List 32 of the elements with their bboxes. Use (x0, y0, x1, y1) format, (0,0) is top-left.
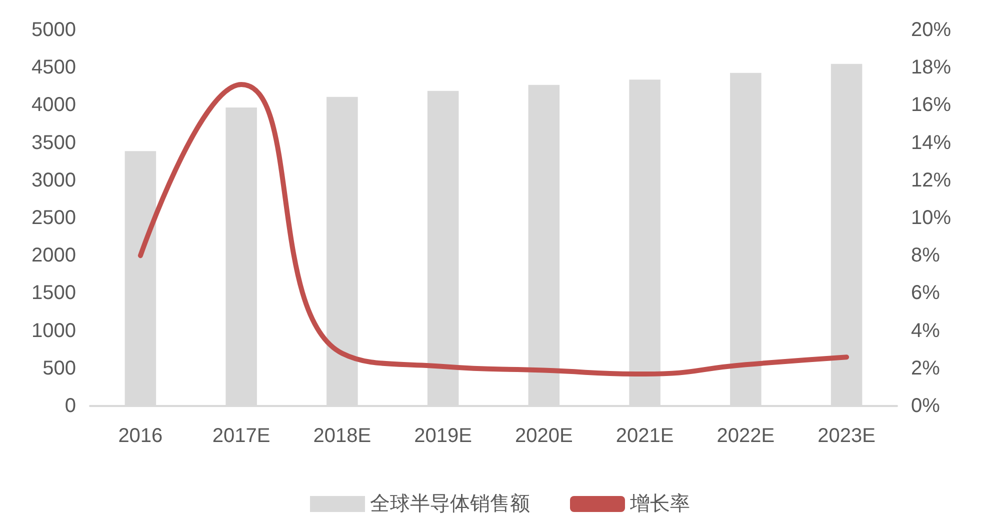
legend-label: 增长率 (629, 493, 690, 515)
y-tick-label: 4500 (32, 56, 76, 79)
x-tick-label: 2022E (716, 425, 775, 447)
legend-label: 全球半导体销售额 (370, 493, 530, 515)
y2-tick-label: 6% (911, 282, 940, 304)
y2-tick-label: 20% (911, 19, 952, 41)
y-tick-label: 1000 (32, 320, 76, 342)
y-tick-label: 4000 (32, 94, 76, 116)
x-tick-label: 2017E (212, 425, 270, 447)
y-tick-label: 1500 (32, 282, 76, 304)
y-tick-label: 2500 (32, 207, 76, 229)
y-tick-label: 3500 (32, 132, 76, 154)
x-tick-label: 2020E (515, 425, 573, 447)
y2-tick-label: 14% (911, 132, 952, 154)
y2-tick-label: 12% (911, 169, 952, 192)
x-tick-label: 2018E (313, 425, 372, 447)
y-tick-label: 0 (64, 395, 76, 417)
x-tick-label: 2021E (616, 425, 674, 447)
y2-tick-label: 10% (911, 207, 952, 229)
y2-tick-label: 16% (911, 94, 952, 116)
x-tick-label: 2016 (118, 425, 163, 447)
y2-tick-label: 4% (911, 320, 940, 342)
y-tick-label: 500 (42, 357, 76, 380)
y2-tick-label: 18% (911, 56, 952, 79)
y-tick-label: 3000 (32, 169, 76, 192)
y2-tick-label: 2% (911, 357, 940, 380)
x-tick-label: 2023E (818, 425, 876, 447)
x-tick-label: 2019E (414, 425, 472, 447)
y2-tick-label: 0% (911, 395, 940, 417)
y2-tick-label: 8% (911, 244, 940, 267)
y-tick-label: 5000 (32, 19, 76, 41)
y-tick-label: 2000 (32, 244, 76, 267)
